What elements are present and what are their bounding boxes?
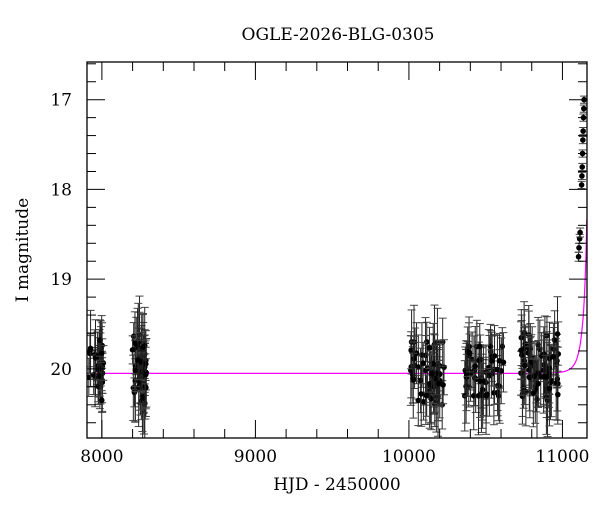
y-tick-label: 20 bbox=[50, 360, 72, 380]
x-tick-label: 8000 bbox=[80, 447, 123, 467]
plot-area bbox=[86, 61, 588, 439]
data-points bbox=[87, 95, 587, 438]
x-tick-label: 10000 bbox=[382, 447, 436, 467]
x-tick-label: 9000 bbox=[234, 447, 277, 467]
y-axis-tick-labels: 17 18 19 20 bbox=[50, 91, 72, 380]
y-tick-label: 17 bbox=[50, 91, 72, 111]
x-axis-tick-labels: 8000 9000 10000 11000 bbox=[80, 447, 589, 467]
y-tick-label: 19 bbox=[50, 270, 72, 290]
model-curve bbox=[87, 219, 587, 374]
axis-ticks bbox=[87, 62, 587, 438]
x-axis-label: HJD - 2450000 bbox=[273, 475, 401, 495]
x-tick-label: 11000 bbox=[535, 447, 589, 467]
plot-frame bbox=[86, 61, 588, 439]
y-axis-label: I magnitude bbox=[13, 198, 33, 302]
y-tick-label: 18 bbox=[50, 180, 72, 200]
chart-title: OGLE-2026-BLG-0305 bbox=[242, 25, 435, 45]
